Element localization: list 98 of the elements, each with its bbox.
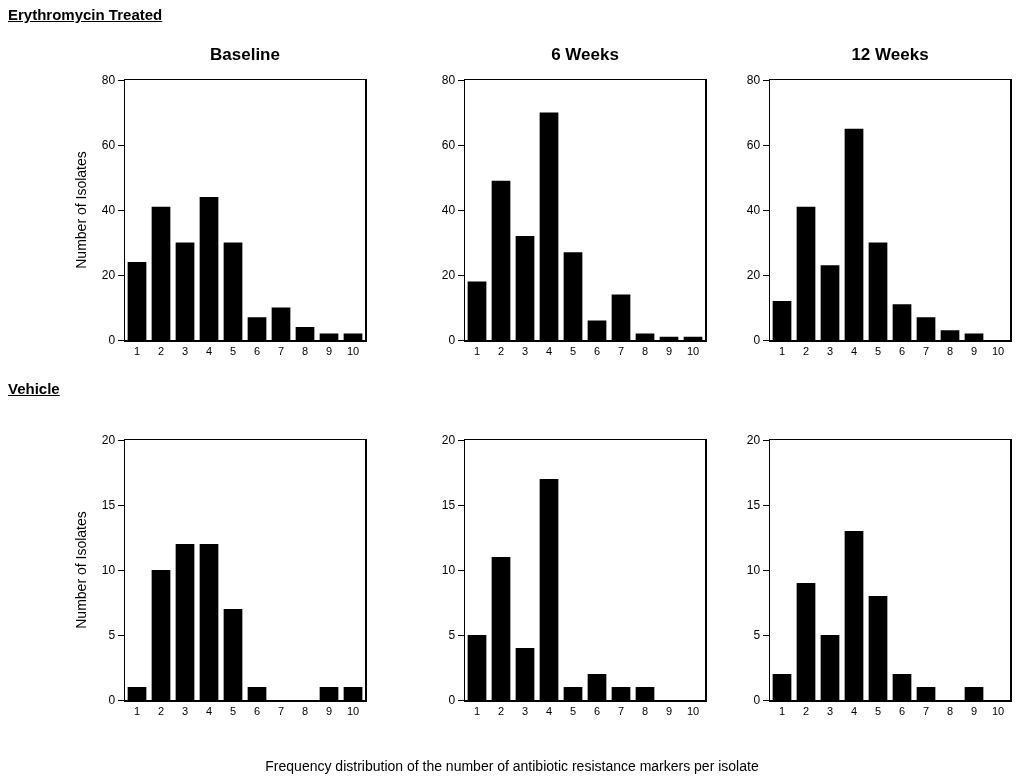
x-tick-label: 6 (593, 344, 601, 357)
x-tick-label: 7 (277, 704, 285, 717)
x-tick-label: 2 (157, 344, 165, 357)
x-tick-label: 4 (205, 704, 213, 717)
y-tick-label: 80 (101, 73, 116, 88)
chart-title: 12 Weeks (851, 45, 929, 64)
x-tick-label: 4 (205, 344, 213, 357)
x-tick-label: 10 (686, 344, 700, 357)
y-tick-label: 10 (746, 563, 761, 578)
x-tick-label: 7 (617, 704, 625, 717)
x-tick-label: 9 (325, 704, 333, 717)
y-tick-label: 20 (101, 268, 116, 283)
text: Erythromycin Treated (8, 6, 163, 23)
x-tick-label: 6 (253, 344, 261, 357)
x-tick-label: 10 (991, 704, 1005, 717)
x-tick-label: 1 (133, 344, 141, 357)
text: Vehicle (8, 380, 60, 397)
x-tick-label: 9 (970, 344, 978, 357)
y-tick-label: 60 (101, 138, 116, 153)
y-tick-label: 40 (441, 203, 456, 218)
x-tick-label: 6 (898, 344, 906, 357)
x-tick-label: 9 (665, 704, 673, 717)
y-tick-label: 5 (108, 628, 116, 643)
x-tick-label: 1 (133, 704, 141, 717)
x-tick-label: 5 (569, 344, 577, 357)
x-tick-label: 3 (826, 704, 834, 717)
x-tick-label: 2 (157, 704, 165, 717)
x-tick-label: 5 (874, 704, 882, 717)
x-tick-label: 3 (826, 344, 834, 357)
x-tick-label: 3 (181, 704, 189, 717)
x-tick-label: 2 (802, 344, 810, 357)
x-tick-label: 5 (569, 704, 577, 717)
x-tick-label: 5 (874, 344, 882, 357)
x-tick-label: 4 (850, 704, 858, 717)
x-tick-label: 2 (802, 704, 810, 717)
x-tick-label: 9 (665, 344, 673, 357)
x-tick-label: 1 (778, 344, 786, 357)
x-tick-label: 10 (346, 344, 360, 357)
x-tick-label: 2 (497, 344, 505, 357)
x-tick-label: 3 (181, 344, 189, 357)
x-tick-label: 8 (301, 704, 309, 717)
x-tick-label: 4 (850, 344, 858, 357)
x-tick-label: 8 (641, 704, 649, 717)
x-tick-label: 6 (253, 704, 261, 717)
y-tick-label: 20 (746, 433, 761, 448)
y-tick-label: 80 (441, 73, 456, 88)
x-tick-label: 2 (497, 704, 505, 717)
y-axis-title: Number of Isolates (72, 511, 89, 629)
y-axis-title: Number of Isolates (72, 151, 89, 269)
x-tick-label: 9 (970, 704, 978, 717)
x-tick-label: 10 (686, 704, 700, 717)
x-tick-label: 9 (325, 344, 333, 357)
x-tick-label: 6 (898, 704, 906, 717)
y-tick-label: 15 (441, 498, 456, 513)
y-tick-label: 0 (448, 693, 456, 708)
y-tick-label: 40 (746, 203, 761, 218)
x-tick-label: 1 (473, 704, 481, 717)
x-tick-label: 7 (922, 344, 930, 357)
x-tick-label: 10 (346, 704, 360, 717)
y-tick-label: 10 (441, 563, 456, 578)
y-tick-label: 0 (108, 333, 116, 348)
x-tick-label: 4 (545, 704, 553, 717)
y-tick-label: 0 (448, 333, 456, 348)
y-tick-label: 60 (746, 138, 761, 153)
x-tick-label: 6 (593, 704, 601, 717)
y-tick-label: 20 (101, 433, 116, 448)
y-tick-label: 5 (448, 628, 456, 643)
y-tick-label: 5 (753, 628, 761, 643)
x-tick-label: 4 (545, 344, 553, 357)
x-tick-label: 3 (521, 344, 529, 357)
x-tick-label: 3 (521, 704, 529, 717)
y-tick-label: 80 (746, 73, 761, 88)
x-tick-label: 8 (946, 344, 954, 357)
chart-title: 6 Weeks (551, 45, 619, 64)
x-tick-label: 1 (778, 704, 786, 717)
y-tick-label: 0 (753, 693, 761, 708)
x-tick-label: 10 (991, 344, 1005, 357)
y-tick-label: 15 (101, 498, 116, 513)
text: Frequency distribution of the number of antibiotic resistance markers per isolate (265, 758, 759, 774)
y-tick-label: 40 (101, 203, 116, 218)
x-tick-label: 8 (641, 344, 649, 357)
x-tick-label: 7 (277, 344, 285, 357)
y-tick-label: 15 (746, 498, 761, 513)
y-tick-label: 0 (108, 693, 116, 708)
chart-title: Baseline (210, 45, 280, 64)
x-tick-label: 5 (229, 344, 237, 357)
y-tick-label: 60 (441, 138, 456, 153)
x-tick-label: 8 (301, 344, 309, 357)
x-tick-label: 7 (922, 704, 930, 717)
y-tick-label: 20 (746, 268, 761, 283)
x-tick-label: 8 (946, 704, 954, 717)
x-tick-label: 5 (229, 704, 237, 717)
x-tick-label: 1 (473, 344, 481, 357)
y-tick-label: 20 (441, 268, 456, 283)
x-tick-label: 7 (617, 344, 625, 357)
y-tick-label: 20 (441, 433, 456, 448)
y-tick-label: 10 (101, 563, 116, 578)
y-tick-label: 0 (753, 333, 761, 348)
